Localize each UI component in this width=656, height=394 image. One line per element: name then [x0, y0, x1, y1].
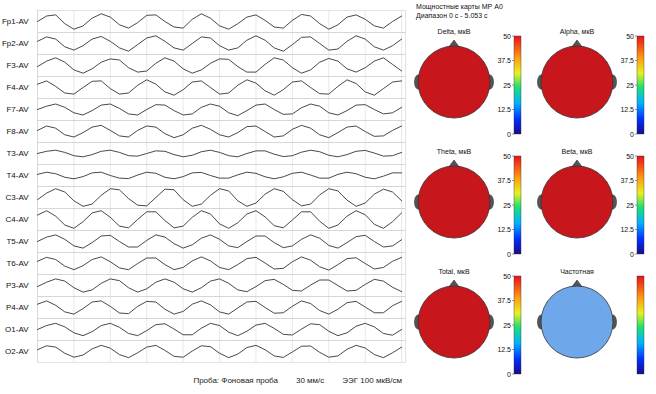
- svg-text:Beta, мкВ: Beta, мкВ: [562, 148, 593, 155]
- svg-text:50: 50: [503, 153, 511, 160]
- svg-text:T5-AV: T5-AV: [6, 237, 29, 246]
- html-text:Проба: Фоновая проба: Проба: Фоновая проба: [193, 376, 278, 385]
- svg-text:C4-AV: C4-AV: [6, 215, 30, 224]
- svg-text:Total, мкВ: Total, мкВ: [438, 268, 470, 275]
- svg-text:O1-AV: O1-AV: [5, 325, 29, 334]
- svg-text:Частотная: Частотная: [560, 268, 594, 275]
- svg-text:F8-AV: F8-AV: [6, 127, 29, 136]
- svg-text:25: 25: [503, 202, 511, 209]
- svg-text:C3-AV: C3-AV: [6, 193, 30, 202]
- svg-text:0: 0: [630, 251, 634, 258]
- svg-text:12.5: 12.5: [497, 226, 511, 233]
- svg-text:O2-AV: O2-AV: [5, 347, 29, 356]
- svg-text:50: 50: [626, 33, 634, 40]
- svg-text:37.5: 37.5: [620, 57, 634, 64]
- svg-text:Delta, мкВ: Delta, мкВ: [438, 28, 471, 35]
- svg-text:F3-AV: F3-AV: [6, 61, 29, 70]
- svg-text:50: 50: [503, 33, 511, 40]
- svg-text:12.5: 12.5: [620, 226, 634, 233]
- svg-text:Theta, мкВ: Theta, мкВ: [437, 148, 472, 155]
- svg-text:12.5: 12.5: [497, 106, 511, 113]
- svg-text:50: 50: [503, 273, 511, 280]
- svg-text:37.5: 37.5: [497, 177, 511, 184]
- svg-text:Диапазон 0 с - 5.053 с: Диапазон 0 с - 5.053 с: [416, 12, 488, 20]
- svg-text:P4-AV: P4-AV: [6, 303, 29, 312]
- svg-text:50: 50: [626, 153, 634, 160]
- svg-text:25: 25: [503, 322, 511, 329]
- svg-text:37.5: 37.5: [497, 57, 511, 64]
- svg-text:T6-AV: T6-AV: [6, 259, 29, 268]
- svg-text:25: 25: [503, 82, 511, 89]
- svg-text:Fp1-AV: Fp1-AV: [2, 17, 29, 26]
- svg-text:37.5: 37.5: [497, 297, 511, 304]
- svg-text:0: 0: [507, 251, 511, 258]
- svg-text:Alpha, мкВ: Alpha, мкВ: [560, 28, 595, 36]
- html-text:ЭЭГ 100 мкВ/см: ЭЭГ 100 мкВ/см: [342, 376, 402, 385]
- html-text:30 мм/с: 30 мм/с: [296, 376, 325, 385]
- svg-text:0: 0: [507, 371, 511, 378]
- svg-text:T3-AV: T3-AV: [6, 149, 29, 158]
- svg-text:Fp2-AV: Fp2-AV: [2, 39, 29, 48]
- svg-text:37.5: 37.5: [620, 177, 634, 184]
- svg-text:12.5: 12.5: [497, 346, 511, 353]
- svg-text:P3-AV: P3-AV: [6, 281, 29, 290]
- svg-text:Мощностные карты МР А0: Мощностные карты МР А0: [416, 3, 503, 11]
- svg-text:25: 25: [626, 202, 634, 209]
- svg-text:F4-AV: F4-AV: [6, 83, 29, 92]
- svg-text:12.5: 12.5: [620, 106, 634, 113]
- svg-text:0: 0: [630, 131, 634, 138]
- svg-text:0: 0: [507, 131, 511, 138]
- svg-text:25: 25: [626, 82, 634, 89]
- svg-text:T4-AV: T4-AV: [6, 171, 29, 180]
- svg-text:F7-AV: F7-AV: [6, 105, 29, 114]
